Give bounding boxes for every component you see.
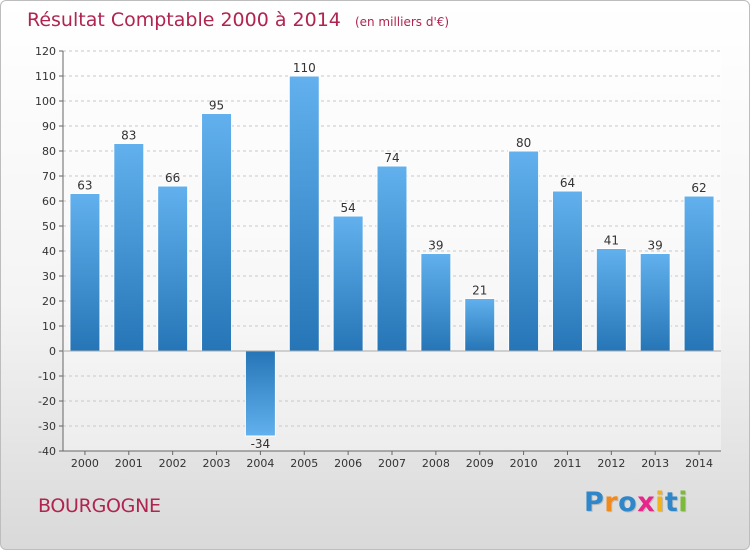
bar-value-label: 66 [165, 171, 180, 185]
bar-value-label: 83 [121, 129, 136, 143]
y-tick-label: 90 [42, 120, 56, 133]
x-tick-label: 2012 [597, 457, 625, 470]
bar-value-label: -34 [251, 437, 271, 451]
y-tick-label: 40 [42, 245, 56, 258]
logo-letter: o [618, 487, 638, 518]
bar [69, 193, 101, 352]
logo-letter: x [637, 487, 656, 518]
bar-value-label: 74 [384, 151, 399, 165]
y-tick-label: 70 [42, 170, 56, 183]
x-tick-label: 2003 [203, 457, 231, 470]
x-tick-label: 2007 [378, 457, 406, 470]
y-tick-label: -20 [38, 395, 56, 408]
y-tick-label: 110 [35, 70, 56, 83]
logo-letter: i [655, 487, 665, 518]
logo-letter: t [664, 487, 679, 518]
y-tick-label: 120 [35, 45, 56, 58]
bar [376, 165, 408, 352]
chart-unit-subtitle: (en milliers d'€) [354, 15, 450, 29]
x-tick-label: 2002 [159, 457, 187, 470]
region-label: BOURGOGNE [38, 495, 161, 517]
bar [551, 190, 583, 352]
bar [157, 185, 189, 352]
x-tick-label: 2011 [553, 457, 581, 470]
bar-value-label: 39 [428, 239, 443, 253]
x-tick-label: 2014 [685, 457, 713, 470]
y-tick-label: -40 [38, 445, 56, 458]
bar [332, 215, 364, 352]
bar [683, 195, 715, 352]
bar-value-label: 64 [560, 176, 575, 190]
bar-value-label: 41 [604, 234, 619, 248]
y-tick-label: 100 [35, 95, 56, 108]
y-tick-label: -10 [38, 370, 56, 383]
bar [244, 350, 276, 437]
bar [464, 298, 496, 352]
x-tick-label: 2004 [246, 457, 274, 470]
bar-value-label: 54 [340, 201, 355, 215]
logo-letter: r [604, 487, 619, 518]
chart-title-text: Résultat Comptable 2000 à 2014 [27, 9, 341, 31]
bar [595, 248, 627, 352]
bar [420, 253, 452, 352]
bar-value-label: 21 [472, 284, 487, 298]
bar-value-label: 80 [516, 136, 531, 150]
y-tick-label: 80 [42, 145, 56, 158]
x-tick-label: 2010 [510, 457, 538, 470]
x-tick-label: 2006 [334, 457, 362, 470]
x-tick-label: 2009 [466, 457, 494, 470]
bar [508, 150, 540, 352]
y-tick-label: 10 [42, 320, 56, 333]
bar-value-label: 110 [293, 61, 316, 75]
bar [113, 143, 145, 352]
bar-value-label: 39 [648, 239, 663, 253]
x-tick-label: 2013 [641, 457, 669, 470]
y-tick-label: -30 [38, 420, 56, 433]
y-tick-label: 50 [42, 220, 56, 233]
y-tick-label: 30 [42, 270, 56, 283]
bar [201, 113, 233, 352]
logo-letter: P [584, 487, 605, 518]
x-tick-label: 2008 [422, 457, 450, 470]
y-tick-label: 0 [49, 345, 56, 358]
proxiti-logo: Proxiti [584, 487, 688, 518]
bar-value-label: 95 [209, 99, 224, 113]
logo-letter: i [678, 487, 689, 518]
x-tick-label: 2000 [71, 457, 99, 470]
x-tick-label: 2001 [115, 457, 143, 470]
bar [639, 253, 671, 352]
x-tick-label: 2005 [290, 457, 318, 470]
bar [288, 75, 320, 352]
y-tick-label: 60 [42, 195, 56, 208]
chart-title: Résultat Comptable 2000 à 2014 (en milli… [27, 9, 449, 31]
y-tick-label: 20 [42, 295, 56, 308]
bar-value-label: 62 [691, 181, 706, 195]
bar-value-label: 63 [77, 179, 92, 193]
